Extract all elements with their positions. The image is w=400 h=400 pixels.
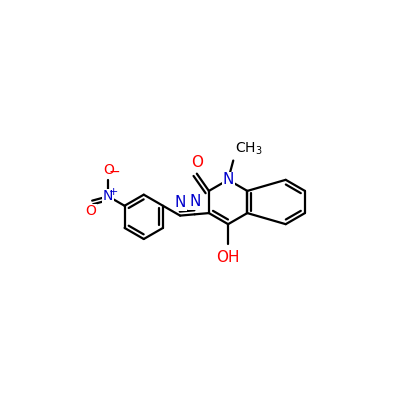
- Text: N: N: [222, 172, 234, 187]
- Text: N: N: [103, 189, 114, 203]
- Text: N: N: [174, 195, 186, 210]
- Text: O: O: [191, 155, 203, 170]
- Text: CH$_3$: CH$_3$: [235, 140, 262, 157]
- Text: −: −: [108, 165, 120, 179]
- Text: O: O: [85, 204, 96, 218]
- Text: N: N: [189, 194, 200, 209]
- Text: O: O: [104, 163, 114, 177]
- Text: OH: OH: [216, 250, 240, 265]
- Text: +: +: [109, 187, 118, 197]
